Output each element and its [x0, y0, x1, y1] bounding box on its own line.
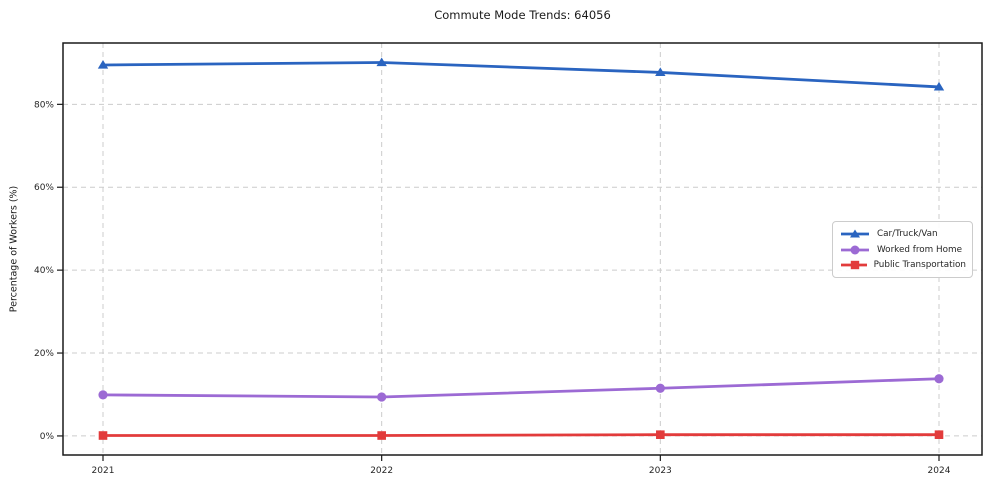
- series-point-marker-triangle: [97, 59, 109, 69]
- chart-title: Commute Mode Trends: 64056: [434, 8, 611, 22]
- series-line: [101, 433, 941, 437]
- legend-swatch-triangle-icon: [841, 229, 869, 238]
- plot-border: [62, 42, 983, 456]
- series-point-marker-triangle: [376, 57, 387, 67]
- x-tick-label: 2021: [92, 466, 115, 476]
- series-line: [101, 377, 941, 399]
- x-tick-label: 2022: [370, 466, 393, 476]
- series-point-marker-circle: [934, 374, 944, 384]
- series-point-marker-square: [98, 431, 108, 440]
- series-point-marker-circle: [98, 390, 108, 400]
- legend-swatch-circle-icon: [841, 245, 869, 254]
- legend-label: Worked from Home: [877, 244, 963, 255]
- y-tick-label: 60%: [34, 183, 54, 193]
- legend-label: Public Transportation: [873, 260, 966, 271]
- legend-label: Car/Truck/Van: [877, 228, 938, 239]
- y-tick-label: 20%: [34, 349, 54, 359]
- legend: Car/Truck/Van Worked from Home Public Tran…: [832, 221, 973, 278]
- series-line: [101, 61, 941, 89]
- y-tick-label: 80%: [34, 100, 54, 110]
- y-tick-label: 40%: [34, 266, 54, 276]
- series-point-marker-square: [377, 431, 386, 440]
- legend-entry: Public Transportation: [840, 259, 966, 271]
- legend-entry: Car/Truck/Van: [840, 228, 966, 240]
- series-point-marker-square: [934, 430, 944, 439]
- x-tick-label: 2023: [649, 466, 672, 476]
- series-point-marker-circle: [377, 392, 387, 402]
- x-tick-label: 2024: [928, 466, 951, 476]
- series-point-marker-triangle: [933, 81, 945, 91]
- series-point-marker-triangle: [655, 67, 666, 77]
- legend-swatch-square-icon: [841, 261, 867, 270]
- series-point-marker-circle: [655, 383, 665, 393]
- legend-entry: Worked from Home: [840, 244, 966, 256]
- series-point-marker-square: [656, 430, 665, 439]
- y-tick-label: 0%: [40, 432, 55, 442]
